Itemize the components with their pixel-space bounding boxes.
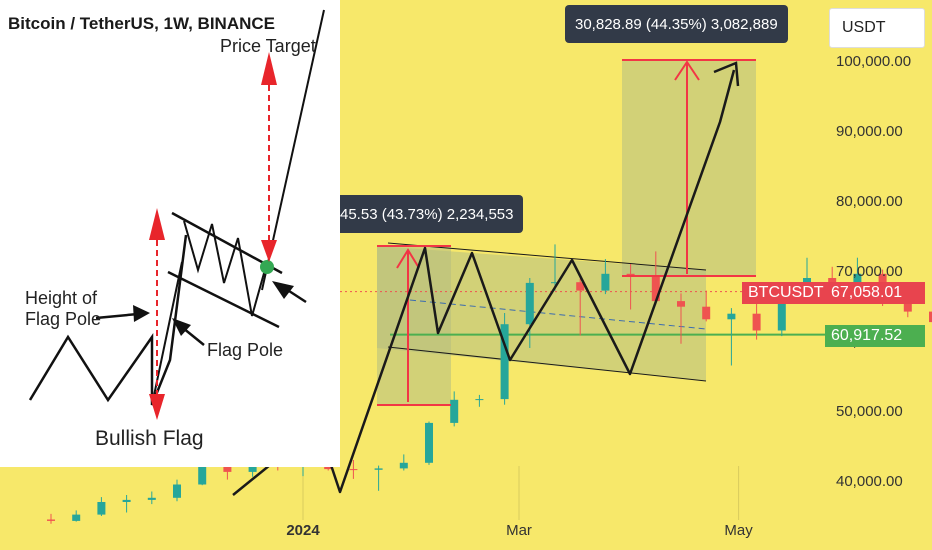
candle-body (72, 514, 81, 521)
bullish-flag-label: Bullish Flag (95, 427, 204, 450)
symbol-tag: BTCUSDT (742, 282, 830, 304)
candle-body (500, 324, 509, 400)
candle-body (450, 399, 459, 423)
candle-body (475, 399, 484, 401)
currency-label: USDT (842, 19, 886, 36)
candle-body (122, 499, 131, 502)
candle-body (677, 301, 685, 307)
y-tick-label: 100,000.00 (836, 53, 911, 70)
flag-pole-label: Flag Pole (207, 340, 284, 360)
candle-body (853, 273, 862, 287)
breakout-point (260, 260, 274, 274)
candle-body (525, 282, 534, 325)
candle-body (47, 519, 55, 521)
channel-lower-line (387, 346, 707, 382)
pole-arrow-up-icon (149, 208, 165, 240)
height-label-line2: Flag Pole (25, 309, 102, 329)
height-pointer-icon (133, 305, 150, 322)
chart-title: Bitcoin / TetherUS, 1W, BINANCE (8, 14, 275, 33)
target-zone (622, 60, 756, 276)
candle-body (777, 292, 786, 331)
candle-body (752, 313, 761, 331)
breakout-pointer-icon (272, 281, 294, 299)
pole-pointer-icon (172, 318, 191, 336)
target-measure-arrowhead-icon (674, 60, 700, 81)
pole-arrow-down-icon (149, 394, 165, 420)
candle-body (97, 502, 106, 515)
y-tick-label: 50,000.00 (836, 403, 903, 420)
candle-body (173, 484, 181, 498)
flag-lower-line (167, 270, 280, 329)
candle-body (601, 273, 610, 291)
x-tick-label: May (724, 522, 753, 539)
flag-zigzag (183, 220, 267, 317)
flag-channel-zone (377, 246, 706, 381)
candle-body (551, 282, 559, 284)
x-tick-label: Mar (506, 522, 532, 539)
candle-body (929, 311, 932, 323)
height-label-line1: Height of (25, 288, 98, 308)
candle-body (702, 306, 711, 320)
last-price-tag: 67,058.01 (825, 282, 925, 304)
candle-body (576, 282, 585, 291)
candle-body (651, 275, 660, 302)
candle-body (147, 497, 156, 500)
y-tick-label: 80,000.00 (836, 193, 903, 210)
last-price-text: 67,058.01 (831, 284, 903, 301)
candle-body (198, 454, 207, 485)
projected-path-arrowhead-icon (713, 61, 740, 87)
candle-body (399, 462, 408, 469)
support-level-tag: 60,917.52 (825, 325, 925, 347)
prior-trend-zigzag (28, 234, 188, 406)
candle-body (425, 422, 433, 463)
price-target-label: Price Target (220, 36, 316, 56)
measure-tooltip-target: 30,828.89 (44.35%) 3,082,889 (565, 5, 788, 43)
pole-pointer-line (182, 327, 205, 346)
y-tick-label: 90,000.00 (836, 123, 903, 140)
candle-body (626, 273, 635, 276)
candle-body (374, 468, 383, 470)
candle-body (727, 313, 736, 320)
measure-pole-text: 45.53 (43.73%) 2,234,553 (340, 205, 514, 223)
bullish-flag-diagram (28, 9, 325, 420)
y-tick-label: 40,000.00 (836, 473, 903, 490)
support-level-text: 60,917.52 (831, 327, 903, 344)
y-tick-label: 70,000.00 (836, 263, 903, 280)
x-tick-label: 2024 (286, 522, 320, 539)
symbol-tag-text: BTCUSDT (748, 284, 824, 301)
target-arrow-up-icon (261, 52, 277, 85)
projected-path-line (232, 69, 736, 496)
height-pointer-line (95, 312, 139, 320)
measure-target-text: 30,828.89 (44.35%) 3,082,889 (575, 15, 778, 33)
candle-body (349, 469, 358, 471)
pole-measure-arrowhead-icon (396, 248, 420, 269)
target-arrow-down-icon (261, 240, 277, 262)
measure-tooltip-pole: 45.53 (43.73%) 2,234,553 (336, 195, 524, 233)
currency-selector[interactable]: USDT (829, 8, 925, 48)
bullish-flag-illustration: Bitcoin / TetherUS, 1W, BINANCE Price Ta… (0, 0, 340, 467)
channel-upper-line (387, 242, 707, 271)
